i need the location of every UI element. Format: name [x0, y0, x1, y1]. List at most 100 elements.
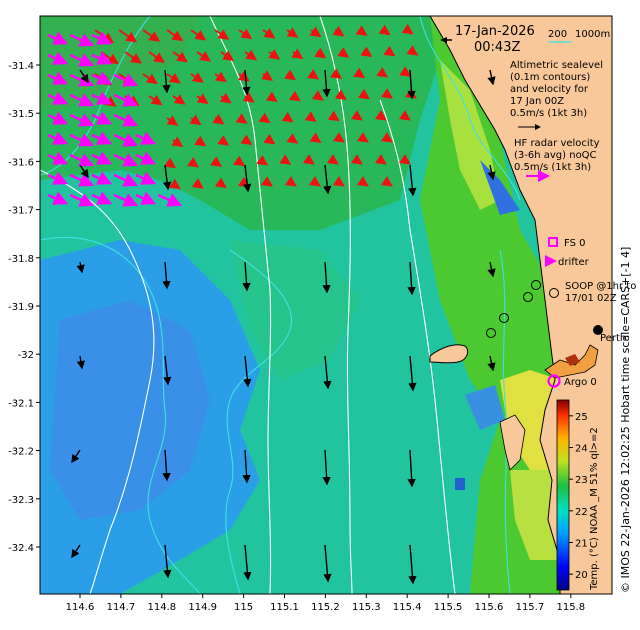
lon-tick-label: 115.3 [352, 602, 381, 613]
hf-vector [244, 49, 258, 61]
legend-hf-line3: 0.5m/s (1kt 3h) [514, 162, 591, 173]
altimetry-vector [487, 355, 496, 372]
hf-vector [124, 51, 142, 64]
altimetry-vector [408, 355, 417, 392]
hf-vector [47, 171, 69, 185]
altimetry-vector [76, 261, 85, 274]
hf-vector [91, 31, 113, 45]
hf-vector [191, 178, 204, 189]
colorbar-tick-label: 23 [575, 475, 588, 486]
hf-vector [190, 72, 204, 83]
altimetry-vector [79, 69, 89, 84]
lat-tick-label: -32 [18, 350, 34, 361]
altimetry-vector [323, 355, 332, 390]
hf-vector [135, 151, 157, 165]
soop-point [499, 313, 509, 323]
hf-vector [168, 178, 181, 190]
altimetry-vector [71, 449, 81, 464]
hf-vector [91, 191, 113, 205]
hf-vector [69, 153, 95, 167]
hf-vector [166, 72, 181, 84]
hf-vector [190, 29, 207, 41]
hf-vector [187, 156, 200, 168]
hf-vector [194, 135, 207, 147]
lat-tick-label: -31.8 [8, 254, 34, 265]
hf-vector [214, 29, 230, 40]
lat-tick-label: -32.4 [8, 543, 34, 554]
lat-tick-label: -32.2 [8, 447, 34, 458]
garden-island [499, 414, 526, 471]
hf-vector [142, 73, 158, 85]
hf-vector [268, 49, 281, 60]
hf-vector [113, 73, 139, 87]
sealevel-contours [40, 16, 456, 594]
hf-vector [113, 113, 139, 127]
hf-vector [91, 131, 113, 145]
hf-vector [330, 68, 343, 79]
hf-vector [374, 110, 387, 121]
altimetry-vectors [71, 69, 496, 585]
altimetry-vector [487, 261, 496, 278]
hf-vector [148, 94, 163, 106]
altimetry-vector [162, 69, 171, 94]
legend-altimetry-line2: (0.1m contours) [510, 72, 590, 83]
argo-marker [547, 374, 561, 388]
hf-vector [166, 29, 184, 42]
lat-tick-label: -31.5 [8, 109, 34, 120]
hf-vector [135, 171, 157, 185]
latitude-axis: -31.4 -31.5 -31.6 -31.7 -31.8 -31.9 -32 -32.1 -3… [8, 61, 40, 554]
lon-tick-label: 115.1 [270, 602, 299, 613]
altimetry-vector [322, 69, 331, 98]
hf-vector [172, 94, 186, 105]
altimetry-vector [162, 261, 171, 290]
hf-vector [376, 66, 389, 78]
hf-vector [399, 66, 412, 77]
hf-vector [380, 176, 393, 187]
hf-vector [406, 45, 419, 56]
legend-drifter: drifter [558, 257, 590, 268]
legend-altimetry-line3: and velocity for [510, 84, 589, 95]
hf-vector [214, 177, 227, 189]
hf-vector [327, 110, 340, 122]
sst-blue-core [50, 300, 210, 520]
hf-vector [334, 89, 347, 101]
lat-tick-label: -32.1 [8, 398, 34, 409]
hf-vector [47, 151, 69, 165]
hf-vector [309, 132, 322, 144]
hf-vector [291, 48, 304, 60]
hf-vector [360, 46, 373, 58]
soop-point [523, 292, 533, 302]
hf-vector [258, 112, 271, 124]
place-perth: Perth [600, 333, 626, 344]
lon-tick-label: 115.4 [393, 602, 422, 613]
hf-vector [135, 191, 157, 205]
altimetry-vector [322, 261, 331, 294]
lat-tick-label: -31.7 [8, 206, 34, 217]
altimetry-vector [76, 355, 85, 370]
hf-vector [91, 111, 113, 125]
hf-vector [332, 132, 345, 143]
date-pointer [440, 37, 452, 43]
hf-vector [91, 171, 113, 185]
hf-vector [332, 25, 345, 37]
hf-vector [210, 156, 223, 167]
colorbar-ticks: 20 21 22 23 24 25 [569, 412, 588, 581]
hf-vector [357, 88, 370, 100]
hf-vector [91, 51, 113, 65]
hf-vector [47, 91, 69, 105]
hf-vector [261, 176, 273, 187]
hf-vector [142, 29, 161, 42]
hf-vector [262, 27, 276, 39]
hf-vector [311, 90, 324, 101]
lon-tick-label: 115.6 [475, 602, 504, 613]
altimetry-vector [243, 544, 252, 581]
altimetry-vector [408, 164, 417, 197]
altimetry-vector [163, 355, 172, 386]
hf-vector [47, 31, 69, 45]
hf-vector [214, 71, 227, 83]
hf-vector [350, 154, 363, 165]
soop-track [486, 280, 559, 338]
lon-tick-label: 115.5 [434, 602, 463, 613]
hf-vector [281, 111, 294, 123]
hf-vector [47, 51, 69, 65]
